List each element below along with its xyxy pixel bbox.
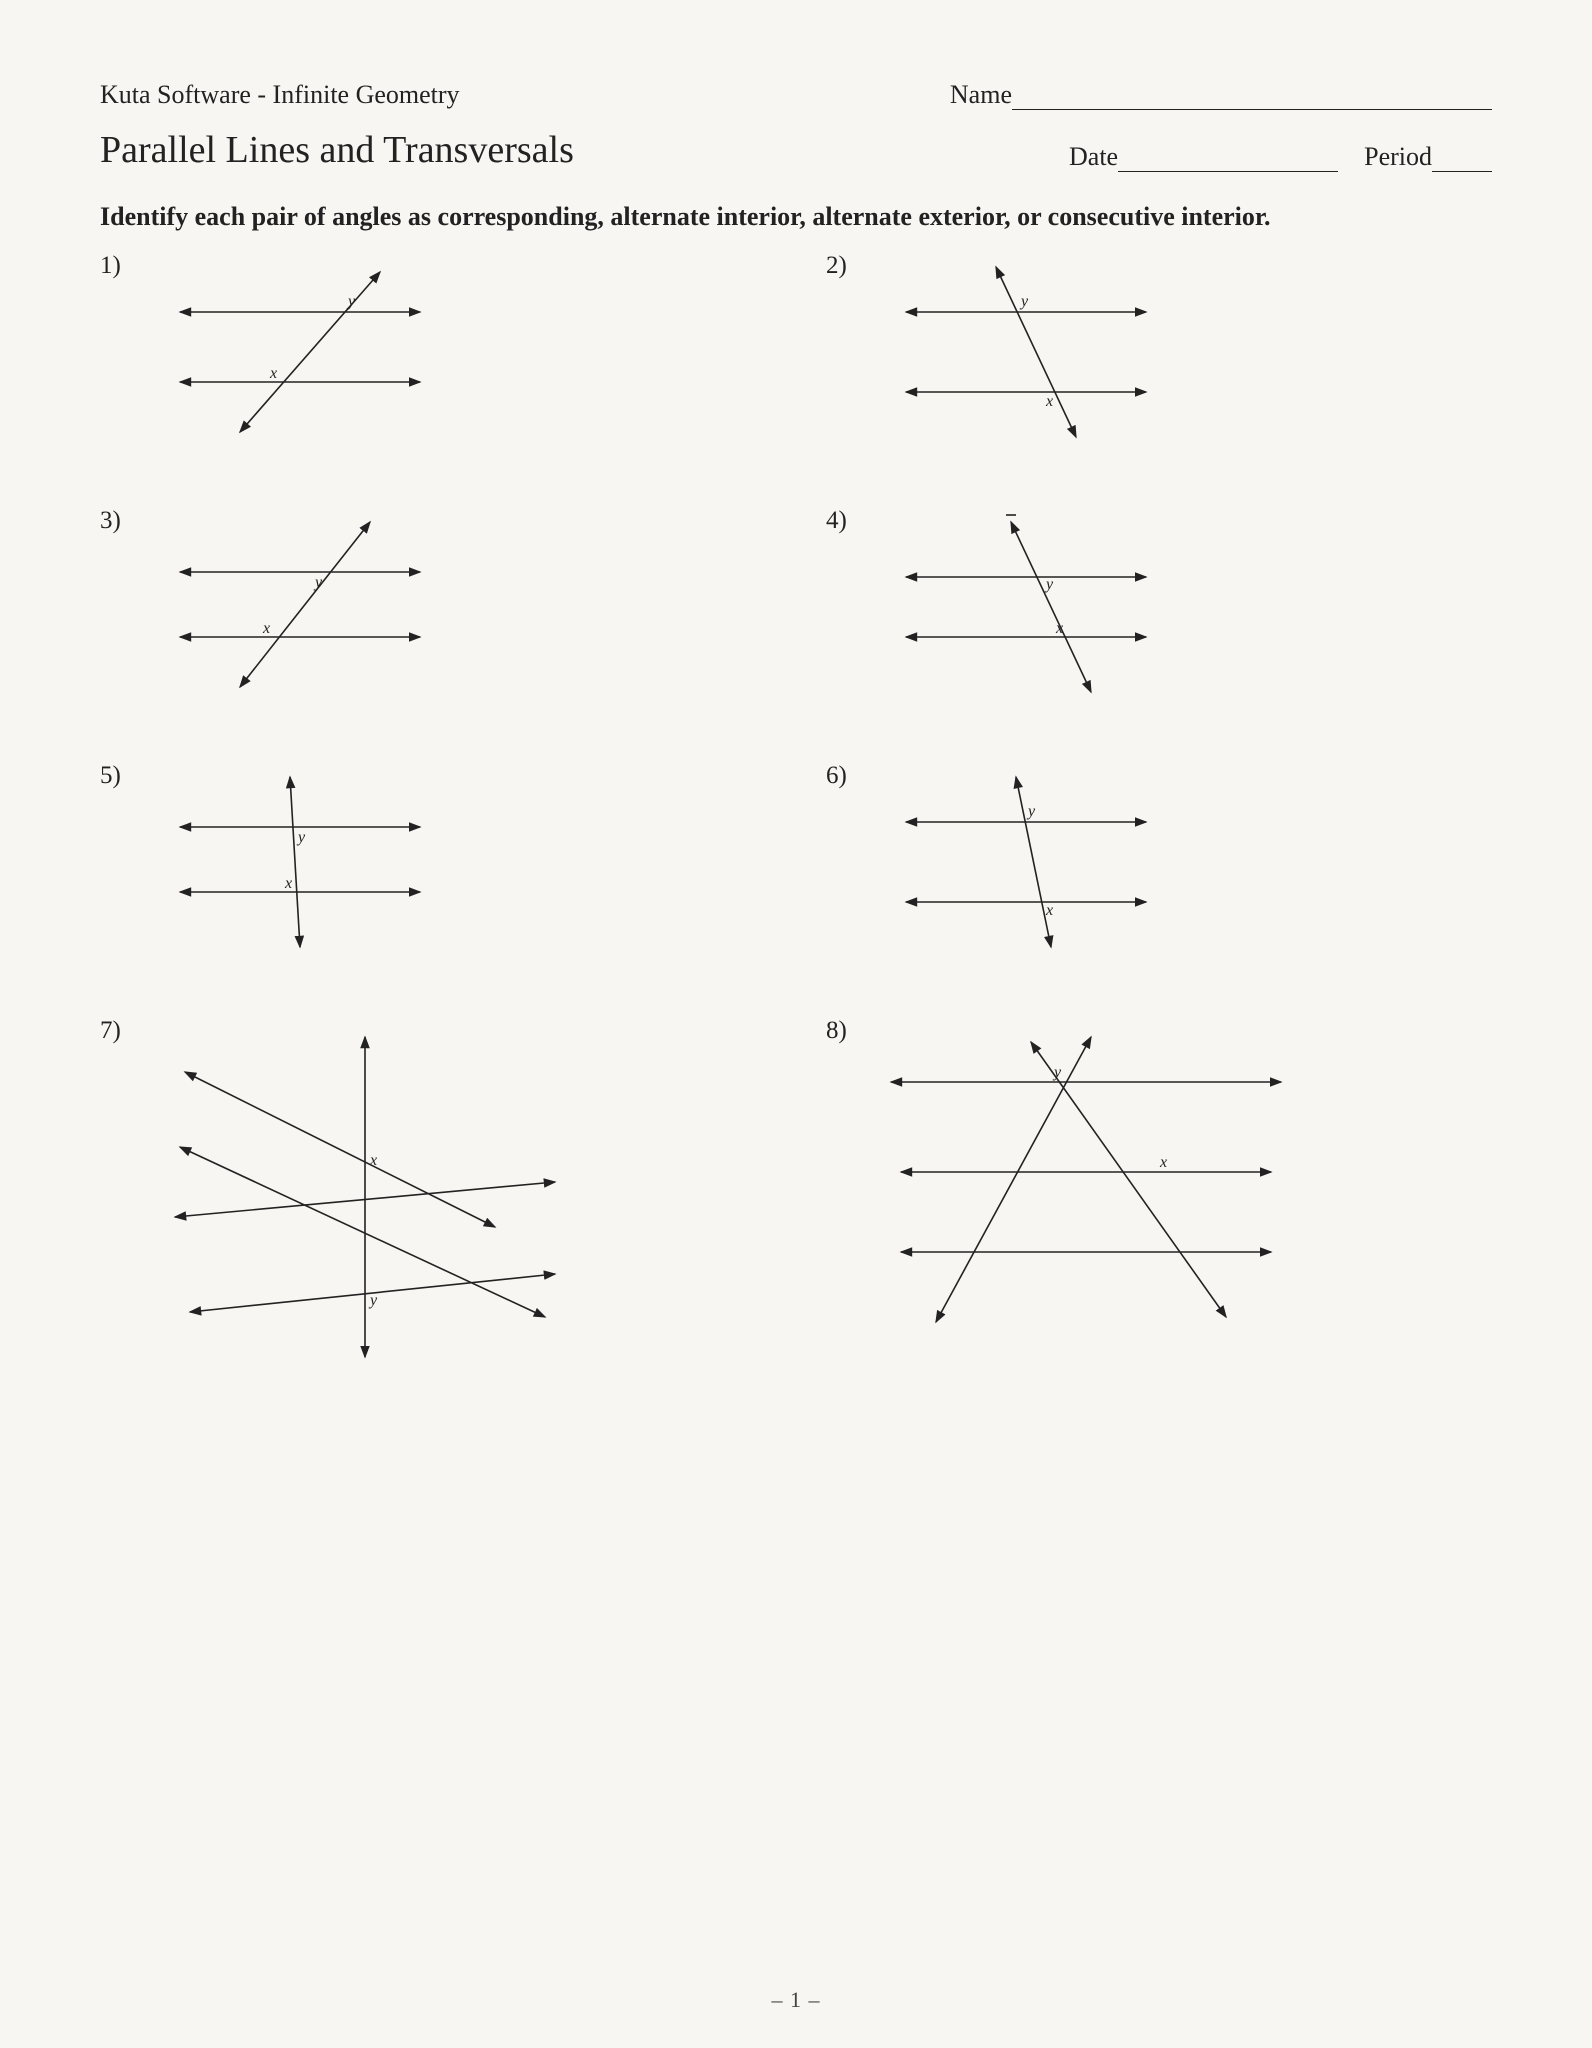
diagram: xy (140, 1017, 766, 1382)
problem-3: 3) yx (100, 507, 766, 712)
svg-text:y: y (368, 1292, 378, 1309)
problem-6: 6) yx (826, 762, 1492, 967)
svg-text:y: y (1026, 803, 1036, 820)
problem-2: 2) yx (826, 252, 1492, 457)
diagram: yx (866, 762, 1492, 967)
problems-grid: 1) yx2) yx3) yx4) yx5) yx6) yx7) xy8) (100, 252, 1492, 1382)
diagram: yx (140, 762, 766, 967)
svg-text:x: x (284, 875, 292, 892)
svg-text:y: y (1044, 576, 1054, 593)
date-label: Date (1069, 142, 1118, 171)
problem-number: 1) (100, 252, 121, 280)
problem-1: 1) yx (100, 252, 766, 457)
problem-number: 8) (826, 1017, 847, 1045)
diagram: yx (866, 1017, 1492, 1352)
worksheet-page: Kuta Software - Infinite Geometry Name P… (0, 0, 1592, 2048)
date-period-wrap: Date Period (1069, 142, 1492, 172)
diagram: yx (140, 252, 766, 457)
svg-text:x: x (262, 620, 270, 637)
svg-text:x: x (1159, 1154, 1167, 1171)
problem-8: 8) yx (826, 1017, 1492, 1382)
svg-text:x: x (1045, 902, 1053, 919)
svg-text:y: y (296, 829, 306, 846)
problem-number: 4) (826, 507, 847, 535)
problem-number: 3) (100, 507, 121, 535)
problem-number: 2) (826, 252, 847, 280)
name-label: Name (950, 80, 1012, 109)
name-field-wrap: Name (950, 80, 1492, 110)
title-row: Parallel Lines and Transversals Date Per… (100, 128, 1492, 172)
problem-5: 5) yx (100, 762, 766, 967)
svg-text:x: x (1055, 620, 1063, 637)
diagram: yx (866, 252, 1492, 457)
worksheet-title: Parallel Lines and Transversals (100, 128, 574, 172)
problem-number: 7) (100, 1017, 121, 1045)
svg-text:y: y (1052, 1064, 1062, 1081)
header-row: Kuta Software - Infinite Geometry Name (100, 80, 1492, 110)
svg-text:x: x (1045, 393, 1053, 410)
svg-text:x: x (369, 1152, 377, 1169)
instructions: Identify each pair of angles as correspo… (100, 202, 1492, 232)
period-blank[interactable] (1432, 151, 1492, 172)
svg-text:y: y (313, 574, 323, 591)
svg-text:y: y (346, 293, 356, 310)
page-footer: – 1 – (0, 1987, 1592, 2013)
problem-4: 4) yx (826, 507, 1492, 712)
problem-7: 7) xy (100, 1017, 766, 1382)
period-label: Period (1364, 142, 1432, 171)
software-name: Kuta Software - Infinite Geometry (100, 80, 460, 110)
svg-text:x: x (269, 365, 277, 382)
name-blank[interactable] (1012, 89, 1492, 110)
problem-number: 6) (826, 762, 847, 790)
diagram: yx (866, 507, 1492, 712)
svg-text:y: y (1019, 293, 1029, 310)
date-blank[interactable] (1118, 151, 1338, 172)
problem-number: 5) (100, 762, 121, 790)
diagram: yx (140, 507, 766, 712)
